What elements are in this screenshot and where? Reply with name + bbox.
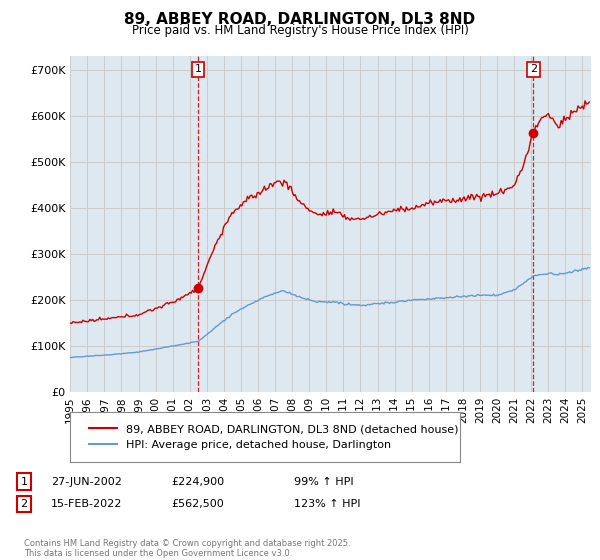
Legend: 89, ABBEY ROAD, DARLINGTON, DL3 8ND (detached house), HPI: Average price, detach: 89, ABBEY ROAD, DARLINGTON, DL3 8ND (det… [83, 418, 464, 456]
Text: 1: 1 [194, 64, 202, 74]
Text: £562,500: £562,500 [171, 499, 224, 509]
Text: Contains HM Land Registry data © Crown copyright and database right 2025.
This d: Contains HM Land Registry data © Crown c… [24, 539, 350, 558]
Text: 2: 2 [530, 64, 537, 74]
Text: 2: 2 [20, 499, 28, 509]
Text: £224,900: £224,900 [171, 477, 224, 487]
Text: 89, ABBEY ROAD, DARLINGTON, DL3 8ND: 89, ABBEY ROAD, DARLINGTON, DL3 8ND [124, 12, 476, 27]
Text: 99% ↑ HPI: 99% ↑ HPI [294, 477, 353, 487]
Text: 123% ↑ HPI: 123% ↑ HPI [294, 499, 361, 509]
Text: Price paid vs. HM Land Registry's House Price Index (HPI): Price paid vs. HM Land Registry's House … [131, 24, 469, 36]
Text: 1: 1 [20, 477, 28, 487]
Text: 15-FEB-2022: 15-FEB-2022 [51, 499, 122, 509]
Text: 27-JUN-2002: 27-JUN-2002 [51, 477, 122, 487]
